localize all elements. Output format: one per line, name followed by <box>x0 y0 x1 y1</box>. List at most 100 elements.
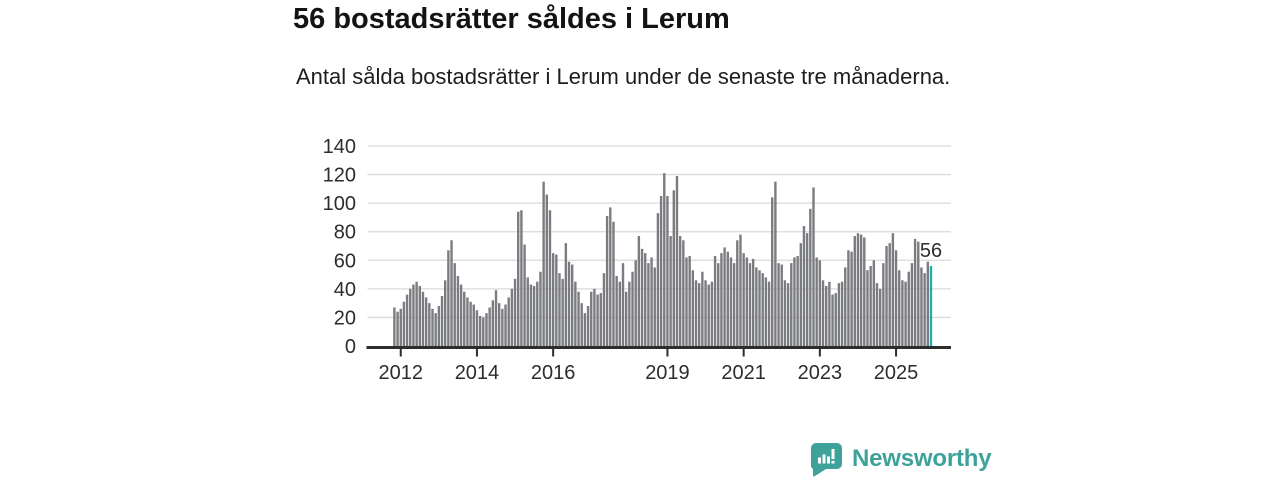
bar <box>659 196 663 346</box>
bar <box>656 213 660 346</box>
bar <box>910 263 914 346</box>
bar <box>726 251 729 346</box>
y-tick-label: 140 <box>323 136 356 158</box>
bar <box>761 273 764 346</box>
bar <box>793 257 796 346</box>
bar <box>694 280 698 346</box>
bar <box>917 241 920 346</box>
bar <box>748 263 752 346</box>
y-tick-label: 40 <box>334 279 356 301</box>
x-tick-label: 2025 <box>874 362 919 384</box>
bar <box>736 240 739 346</box>
bar <box>628 281 631 346</box>
bar <box>418 286 421 346</box>
bar <box>913 238 917 346</box>
bar <box>393 307 396 346</box>
y-tick-label: 120 <box>323 165 356 187</box>
brand-logo: Newsworthy <box>810 441 992 477</box>
bar <box>783 280 787 346</box>
bar <box>621 263 625 346</box>
bar <box>520 210 523 346</box>
bar <box>507 297 510 346</box>
bar <box>536 281 539 346</box>
bar <box>602 273 606 346</box>
bar <box>637 236 641 346</box>
bar <box>551 253 555 346</box>
bar <box>923 273 926 346</box>
bar <box>875 283 879 346</box>
bar <box>844 267 847 346</box>
bar <box>682 240 685 346</box>
bar <box>586 306 590 346</box>
bar <box>567 261 571 346</box>
bar <box>742 253 745 346</box>
bar <box>424 297 428 346</box>
bar <box>618 281 622 346</box>
bar <box>453 263 456 346</box>
x-tick-label: 2023 <box>798 362 843 384</box>
bar <box>717 263 720 346</box>
bar <box>831 294 834 346</box>
bar <box>469 301 472 346</box>
bar <box>815 257 818 346</box>
axis-layer <box>366 346 951 357</box>
bar <box>672 190 675 346</box>
chart-title: 56 bostadsrätter såldes i Lerum <box>293 3 730 35</box>
bar <box>488 307 491 346</box>
y-tick-label: 20 <box>334 307 356 329</box>
bar <box>882 263 885 346</box>
bar <box>863 237 866 346</box>
bar <box>856 233 860 346</box>
bar <box>894 250 898 346</box>
bar <box>713 256 717 346</box>
bar <box>596 294 599 346</box>
bar <box>644 253 647 346</box>
bar <box>898 270 901 346</box>
bar <box>732 263 736 346</box>
bar <box>847 250 850 346</box>
bar <box>463 291 466 346</box>
bar <box>640 248 644 346</box>
bar <box>850 251 853 346</box>
bar <box>821 280 825 346</box>
y-tick-label: 60 <box>334 250 356 272</box>
bar <box>542 181 545 346</box>
bar <box>758 270 761 346</box>
bar <box>504 304 507 346</box>
bar <box>688 256 691 346</box>
bar <box>729 257 733 346</box>
bar <box>583 313 587 346</box>
bar <box>539 271 542 346</box>
bar <box>526 277 529 346</box>
bar <box>799 243 802 346</box>
bar <box>497 303 501 346</box>
bar <box>809 208 812 346</box>
bar <box>786 283 790 346</box>
label-layer: 0 20 40 60 80 100 120 140 2012 2014 2016 2019 2021 20… <box>323 136 942 384</box>
bar <box>434 313 437 346</box>
bar <box>456 276 460 346</box>
bar <box>853 236 856 346</box>
bar <box>513 278 517 346</box>
bar <box>812 187 815 346</box>
x-tick-label: 2012 <box>379 362 424 384</box>
bar <box>739 234 742 346</box>
bar <box>478 316 482 346</box>
bar <box>888 243 891 346</box>
bar <box>675 176 679 346</box>
bar-layer <box>393 173 933 346</box>
bar <box>720 253 723 346</box>
bar <box>561 278 564 346</box>
bar <box>796 256 799 346</box>
bar <box>647 263 650 346</box>
bar <box>605 216 609 346</box>
bar <box>669 236 672 346</box>
bar <box>663 173 666 346</box>
bar <box>920 267 923 346</box>
bar <box>590 291 593 346</box>
bar <box>415 281 418 346</box>
bar <box>704 280 707 346</box>
bar <box>612 221 615 346</box>
bar <box>885 246 888 346</box>
